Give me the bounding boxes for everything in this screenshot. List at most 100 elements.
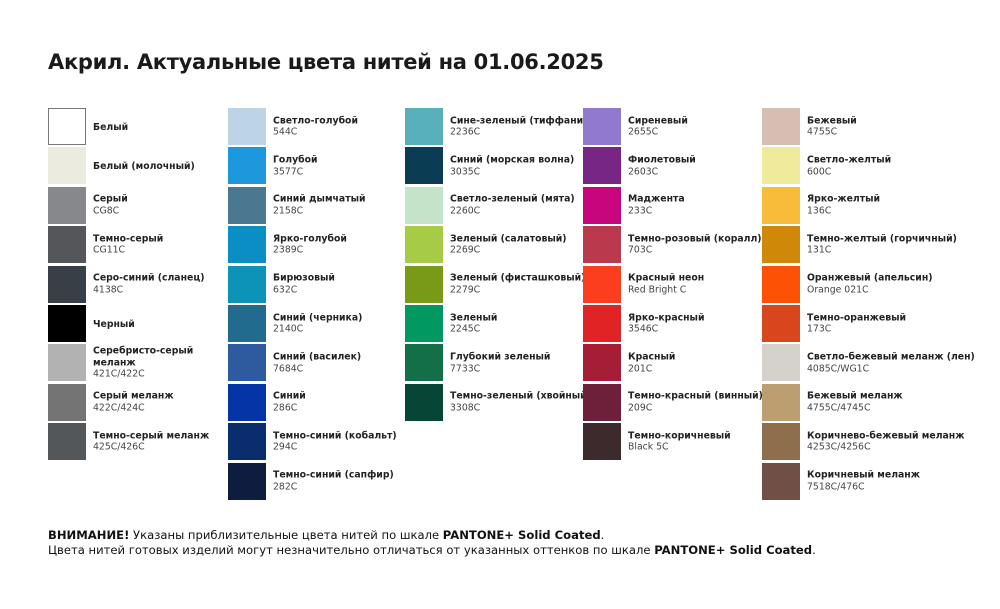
color-swatch (228, 265, 266, 303)
color-label: Красный неон Red Bright C (628, 273, 704, 296)
color-label: Темно-серый меланж 425C/426C (93, 430, 209, 453)
color-name: Сиреневый (628, 115, 688, 127)
notice-text: Цвета нитей готовых изделий могут незнач… (48, 543, 655, 557)
color-label: Светло-желтый 600C (807, 155, 891, 178)
pantone-code: 632C (273, 284, 298, 296)
notice-end: . (812, 543, 816, 557)
color-name: Синий (273, 391, 306, 403)
color-label: Темно-зеленый (хвойный) 3308C (450, 391, 591, 414)
color-label: Синий (морская волна) 3035C (450, 155, 574, 178)
color-swatch (228, 186, 266, 224)
color-swatch (583, 344, 621, 382)
color-name: Темно-красный (винный) (628, 391, 763, 403)
color-name: Светло-бежевый меланж (лен) (807, 351, 975, 363)
color-name: Белый (93, 121, 129, 133)
notice-end: . (600, 528, 605, 542)
color-swatch (228, 423, 266, 461)
color-name: Темно-синий (сапфир) (273, 469, 394, 481)
color-swatch (405, 383, 443, 421)
color-label: Маджента 233C (628, 194, 685, 217)
color-label: Белый (молочный) (93, 161, 195, 173)
pantone-code: 4085C/WG1C (807, 363, 870, 375)
page-title: Акрил. Актуальные цвета нитей на 01.06.2… (48, 50, 604, 74)
color-label: Бежевый меланж 4755C/4745C (807, 391, 903, 414)
pantone-code: 425C/426C (93, 441, 145, 453)
color-label: Голубой 3577C (273, 155, 318, 178)
color-label: Темно-желтый (горчичный) 131C (807, 233, 957, 256)
color-name: Темно-желтый (горчичный) (807, 233, 957, 245)
color-name: Бежевый (807, 115, 857, 127)
color-name: Глубокий зеленый (450, 351, 551, 363)
color-name: Синий (морская волна) (450, 154, 575, 166)
pantone-code: 3308C (450, 402, 481, 414)
color-label: Светло-зеленый (мята) 2260C (450, 194, 575, 217)
color-swatch (583, 423, 621, 461)
pantone-code: 2279C (450, 284, 481, 296)
pantone-code: 136C (807, 205, 832, 217)
color-label: Зеленый (фисташковый) 2279C (450, 273, 585, 296)
pantone-code: 286C (273, 402, 298, 414)
notice-line-2: Цвета нитей готовых изделий могут незнач… (48, 543, 816, 557)
color-name: Синий (василек) (273, 351, 362, 363)
color-name: Серый меланж (93, 391, 174, 403)
color-swatch (762, 108, 800, 145)
color-name: Красный (628, 351, 676, 363)
color-name: Фиолетовый (628, 154, 696, 166)
color-swatch (48, 186, 86, 224)
color-name: Темно-серый меланж (93, 430, 210, 442)
color-name: Бежевый меланж (807, 391, 903, 403)
color-label: Темно-красный (винный) 209C (628, 391, 763, 414)
color-swatch (762, 344, 800, 382)
color-swatch (228, 108, 266, 145)
pantone-code: CG8C (93, 205, 120, 217)
color-swatch (48, 226, 86, 264)
notice-line-1: ВНИМАНИЕ! Указаны приблизительные цвета … (48, 528, 604, 542)
pantone-code: 703C (628, 244, 653, 256)
pantone-code: 201C (628, 363, 653, 375)
pantone-code: 3035C (450, 166, 481, 178)
color-name: Темно-серый (93, 233, 164, 245)
color-swatch (762, 423, 800, 461)
color-label: Фиолетовый 2603C (628, 155, 696, 178)
color-label: Серый CG8C (93, 194, 128, 217)
color-swatch (405, 344, 443, 382)
color-name: Зеленый (450, 312, 498, 324)
color-swatch (228, 226, 266, 264)
pantone-code: 2140C (273, 323, 304, 335)
pantone-code: Black 5C (628, 441, 669, 453)
pantone-code: 131C (807, 244, 832, 256)
color-name: Бирюзовый (273, 272, 335, 284)
color-name: Зеленый (салатовый) (450, 233, 567, 245)
color-label: Темно-синий (кобальт) 294C (273, 430, 397, 453)
color-label: Темно-оранжевый 173C (807, 312, 906, 335)
color-label: Глубокий зеленый 7733C (450, 352, 550, 375)
pantone-code: 2603C (628, 166, 659, 178)
color-swatch (405, 108, 443, 145)
color-label: Ярко-красный 3546C (628, 312, 704, 335)
color-name: Коричнево-бежевый меланж (807, 430, 965, 442)
pantone-code: 600C (807, 166, 832, 178)
color-swatch (405, 186, 443, 224)
pantone-code: 4138C (93, 284, 124, 296)
color-name: Серо-синий (сланец) (93, 272, 205, 284)
color-name: Светло-зеленый (мята) (450, 194, 575, 206)
color-name: Сине-зеленый (тиффани) (450, 115, 588, 127)
color-label: Синий дымчатый 2158C (273, 194, 366, 217)
pantone-code: 2158C (273, 205, 304, 217)
color-label: Зеленый 2245C (450, 312, 497, 335)
color-swatch (762, 226, 800, 264)
color-swatch (48, 304, 86, 342)
color-swatch (762, 265, 800, 303)
color-name: Белый (молочный) (93, 160, 195, 172)
color-name: Темно-синий (кобальт) (273, 430, 397, 442)
pantone-code: 544C (273, 126, 298, 138)
color-label: Ярко-желтый 136C (807, 194, 880, 217)
color-label: Черный (93, 318, 135, 330)
color-name: Темно-розовый (коралл) (628, 233, 762, 245)
color-swatch (583, 226, 621, 264)
color-name: Ярко-голубой (273, 233, 347, 245)
color-name: Синий дымчатый (273, 194, 366, 206)
pantone-code: 422C/424C (93, 402, 145, 414)
color-swatch (228, 383, 266, 421)
color-label: Красный 201C (628, 352, 675, 375)
